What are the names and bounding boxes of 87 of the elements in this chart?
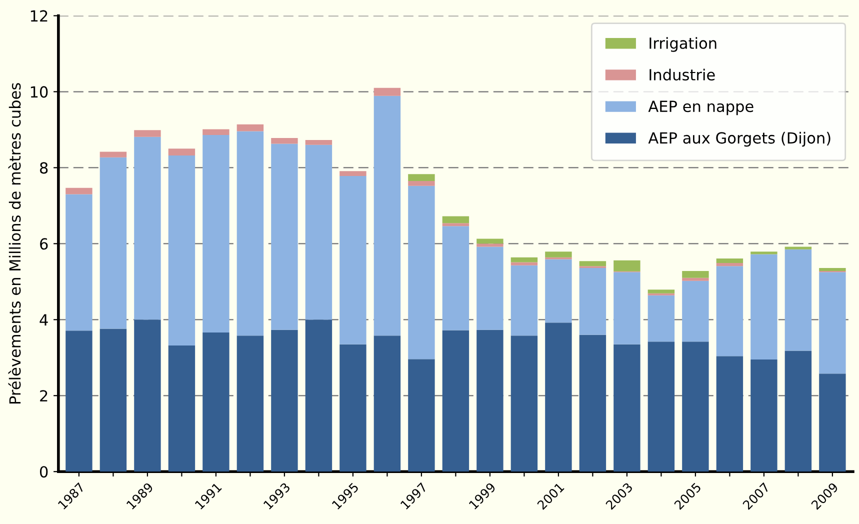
- bar: [168, 156, 196, 346]
- bar: [271, 138, 298, 144]
- bar: [66, 194, 92, 331]
- bar: [784, 249, 812, 351]
- legend-label: AEP en nappe: [648, 100, 754, 116]
- legend-label: AEP aux Gorgets (Dijon): [648, 132, 830, 147]
- bar: [614, 260, 640, 272]
- bar: [476, 244, 504, 247]
- bar: [545, 259, 572, 323]
- bar: [510, 262, 538, 266]
- y-tick-label: 8: [40, 162, 48, 174]
- bar: [510, 265, 538, 336]
- bar: [100, 157, 127, 329]
- y-tick-label: 6: [40, 238, 48, 250]
- y-tick-label: 10: [30, 86, 48, 98]
- bar: [442, 216, 470, 224]
- bar: [134, 320, 161, 472]
- bar: [236, 124, 264, 132]
- bar: [579, 268, 606, 335]
- bar: [168, 345, 196, 472]
- bar: [510, 336, 538, 472]
- bar: [408, 359, 435, 472]
- bar: [202, 135, 230, 333]
- bar: [545, 322, 572, 472]
- bar: [408, 186, 435, 360]
- bar: [408, 180, 435, 186]
- legend-label: Industrie: [650, 68, 715, 81]
- bar: [66, 330, 92, 472]
- bar: [374, 336, 401, 472]
- bar: [340, 344, 366, 472]
- bar: [100, 152, 127, 158]
- bar: [784, 246, 812, 250]
- y-tick-label: 12: [30, 10, 48, 22]
- bar: [236, 336, 264, 472]
- bar: [682, 280, 709, 342]
- bar: [819, 374, 846, 472]
- bar: [134, 130, 161, 137]
- legend-label: Irrigation: [650, 37, 716, 52]
- bar: [750, 254, 778, 360]
- bar: [750, 360, 778, 472]
- bar: [579, 334, 606, 472]
- bar: [100, 328, 127, 472]
- bar: [305, 320, 332, 472]
- bar: [442, 226, 470, 330]
- bar: [408, 174, 435, 181]
- bar: [682, 278, 709, 281]
- bar: [340, 171, 366, 176]
- bar: [305, 140, 332, 145]
- bar: [716, 356, 744, 472]
- bar: [202, 129, 230, 136]
- bar: [716, 263, 744, 266]
- bar: [614, 344, 640, 472]
- bar: [819, 272, 846, 374]
- bar: [271, 330, 298, 472]
- bar: [545, 252, 572, 258]
- bar: [442, 223, 470, 226]
- bar: [66, 188, 92, 194]
- bar: [442, 330, 470, 472]
- y-tick-label: 2: [40, 390, 48, 402]
- bar: [819, 268, 846, 272]
- bar: [682, 271, 709, 278]
- bar: [374, 96, 401, 336]
- bar: [648, 290, 675, 294]
- bar: [202, 332, 230, 472]
- bar: [510, 257, 538, 262]
- y-tick-label: 4: [40, 314, 48, 326]
- bar: [168, 148, 196, 156]
- y-tick-label: 0: [40, 466, 48, 478]
- bar: [614, 272, 640, 344]
- bar: [476, 330, 504, 472]
- bar: [271, 144, 298, 330]
- bar: [374, 88, 401, 96]
- y-axis-title: Prélèvements en Millions de mètres cubes: [8, 83, 21, 404]
- bar: [340, 176, 366, 344]
- bar: [476, 238, 504, 244]
- bar: [305, 144, 332, 320]
- bar: [682, 342, 709, 472]
- bar: [784, 350, 812, 472]
- bar: [579, 261, 606, 266]
- bar: [716, 266, 744, 356]
- bar: [476, 246, 504, 330]
- bar: [236, 131, 264, 336]
- bar: [648, 295, 675, 342]
- bar: [750, 252, 778, 254]
- bar: [134, 136, 161, 320]
- bar: [648, 342, 675, 472]
- bar: [716, 258, 744, 264]
